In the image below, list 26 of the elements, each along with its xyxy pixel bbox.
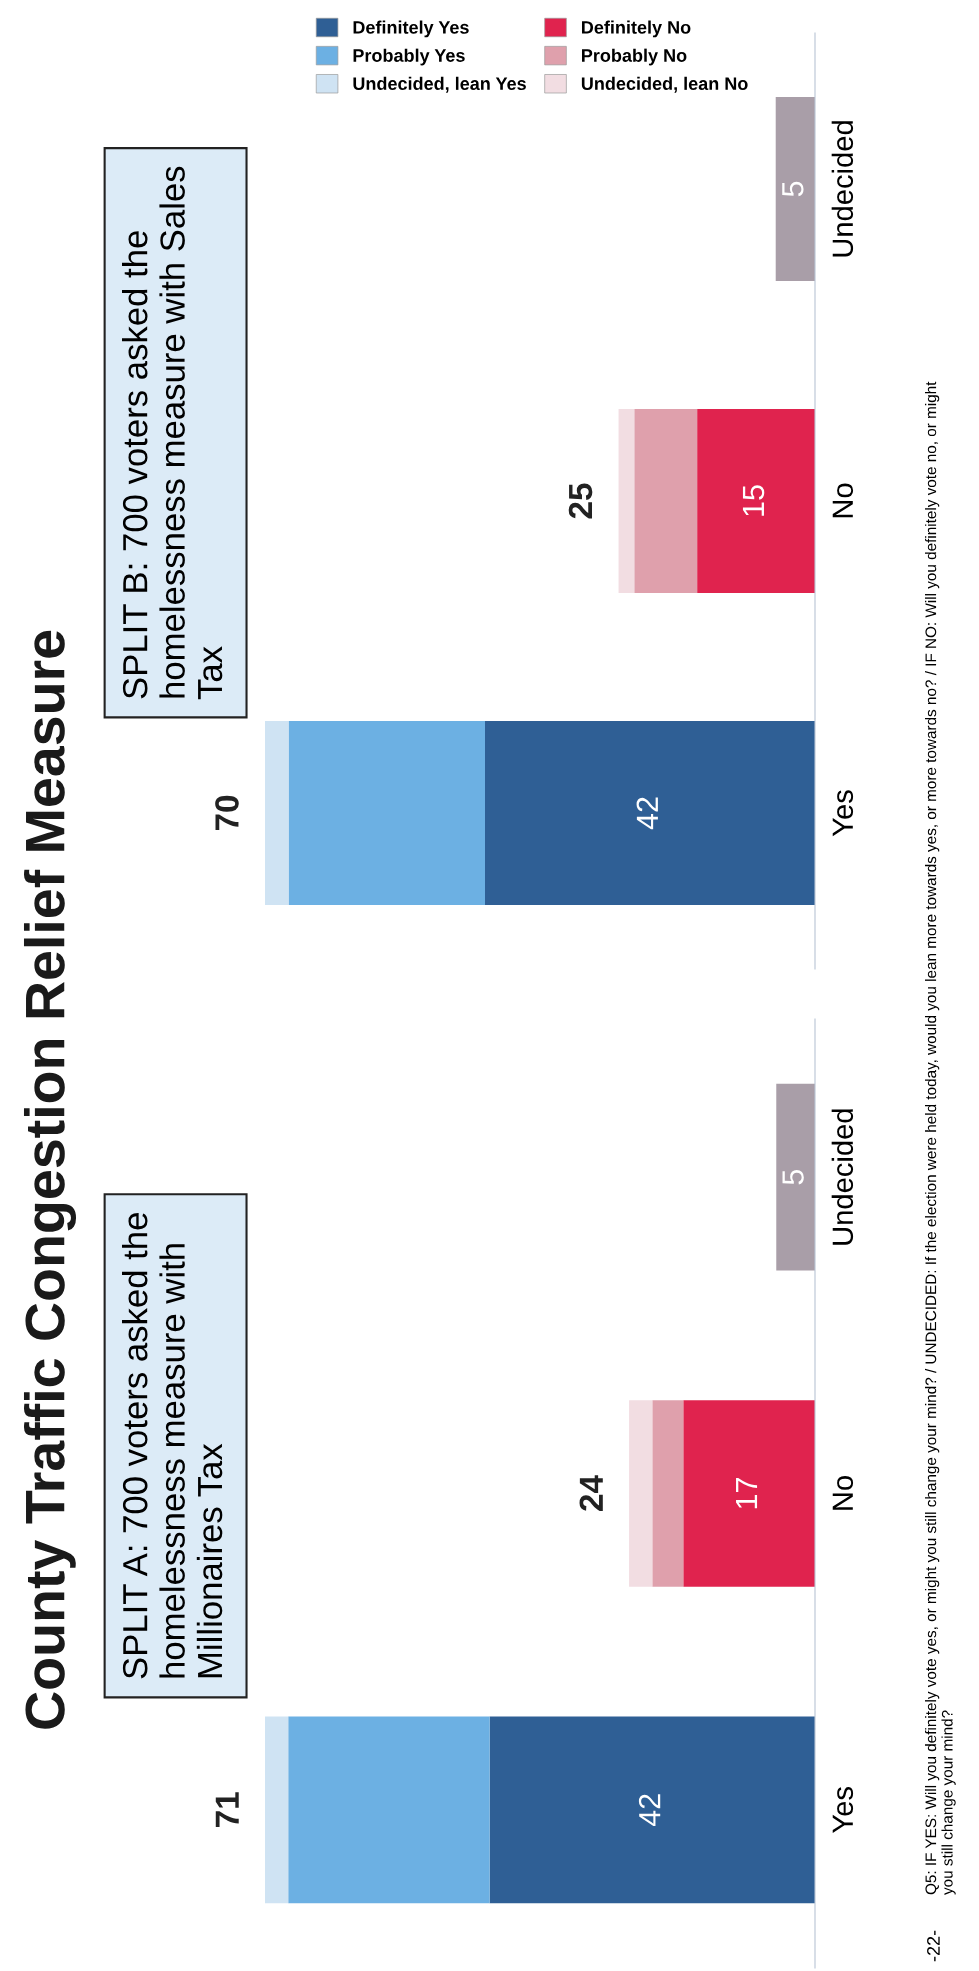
- text: Q5: IF YES: Will you definitely vote yes, or might you still change your mind? / UNDECIDED: If the election were held today, would you lean more towards yes, or more towards no? / IF NO: Will you definitely vote no, or might you still change your mind?: [925, 381, 956, 1895]
- total-label: 25: [568, 483, 593, 519]
- data-label: 5: [782, 181, 804, 197]
- legend-label: Definitely Yes: [353, 20, 469, 38]
- total-label: 70: [215, 795, 239, 831]
- total-label: 24: [579, 1475, 603, 1511]
- y-tick-label: Undecided: [831, 121, 854, 257]
- data-label: 42: [636, 797, 658, 830]
- legend-label: Undecided, lean Yes: [353, 76, 526, 93]
- total-label: 71: [215, 1792, 239, 1827]
- y-tick-label: No: [832, 1476, 854, 1510]
- y-tick-label: No: [832, 483, 854, 518]
- text: County Traffic Congestion Relief Measure: [23, 630, 77, 1729]
- text: -22-: [927, 1930, 940, 1962]
- legend-label: Undecided, lean No: [581, 76, 748, 93]
- text: SPLIT A: 700 voters asked the homelessness measure with Millionaires Tax: [122, 1213, 223, 1679]
- legend-label: Probably Yes: [353, 48, 465, 66]
- data-label: 17: [736, 1478, 758, 1509]
- y-tick-label: Undecided: [831, 1109, 854, 1245]
- data-label: 15: [742, 485, 765, 516]
- data-label: 42: [638, 1794, 661, 1827]
- y-tick-label: Yes: [832, 790, 854, 837]
- data-label: 5: [782, 1169, 804, 1185]
- legend-label: Definitely No: [582, 20, 691, 38]
- y-tick-label: Yes: [832, 1787, 854, 1833]
- legend-label: Probably No: [582, 48, 687, 66]
